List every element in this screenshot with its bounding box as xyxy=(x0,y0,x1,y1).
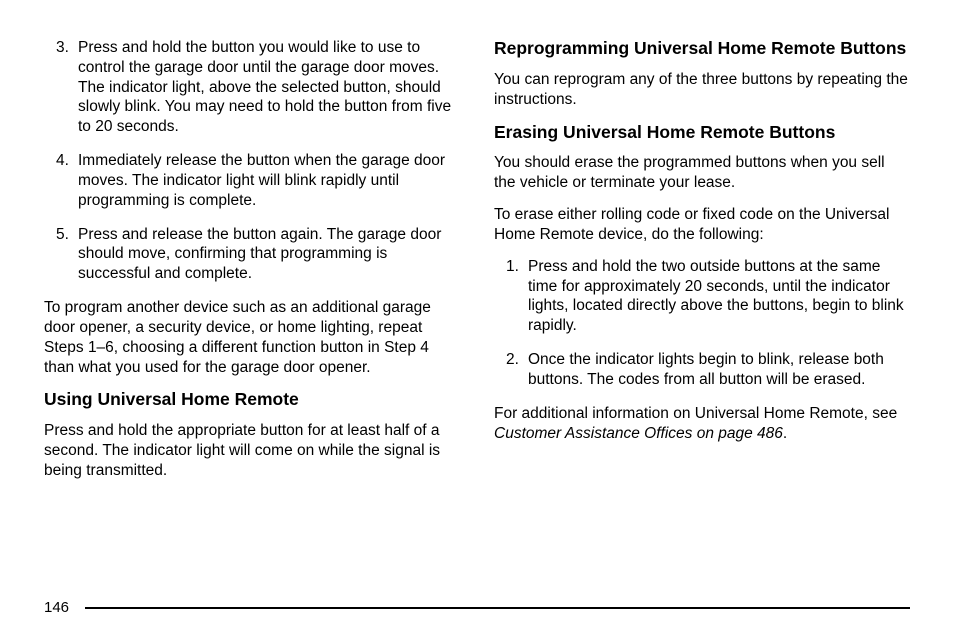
additional-info-paragraph: For additional information on Universal … xyxy=(494,404,910,444)
left-column: 3. Press and hold the button you would l… xyxy=(44,38,460,591)
list-text: Once the indicator lights begin to blink… xyxy=(528,351,884,388)
list-number: 5. xyxy=(56,225,69,245)
list-number: 1. xyxy=(506,257,519,277)
erasing-paragraph-2: To erase either rolling code or fixed co… xyxy=(494,205,910,245)
reprogramming-paragraph: You can reprogram any of the three butto… xyxy=(494,70,910,110)
page-number: 146 xyxy=(44,599,85,616)
list-text: Immediately release the button when the … xyxy=(78,152,445,209)
right-column: Reprogramming Universal Home Remote Butt… xyxy=(494,38,910,591)
heading-erasing: Erasing Universal Home Remote Buttons xyxy=(494,122,910,144)
programming-steps-list: 3. Press and hold the button you would l… xyxy=(44,38,460,284)
footer-rule xyxy=(85,607,910,609)
heading-reprogramming: Reprogramming Universal Home Remote Butt… xyxy=(494,38,910,60)
additional-info-reference: Customer Assistance Offices on page 486 xyxy=(494,425,783,442)
program-another-paragraph: To program another device such as an add… xyxy=(44,298,460,377)
list-text: Press and hold the two outside buttons a… xyxy=(528,258,904,334)
additional-info-text-b: . xyxy=(783,425,787,442)
additional-info-text-a: For additional information on Universal … xyxy=(494,405,897,422)
list-number: 3. xyxy=(56,38,69,58)
list-item: 3. Press and hold the button you would l… xyxy=(78,38,460,137)
list-number: 2. xyxy=(506,350,519,370)
list-text: Press and release the button again. The … xyxy=(78,226,441,283)
list-item: 2. Once the indicator lights begin to bl… xyxy=(528,350,910,390)
page-footer: 146 xyxy=(44,591,910,616)
erasing-paragraph-1: You should erase the programmed buttons … xyxy=(494,153,910,193)
page-columns: 3. Press and hold the button you would l… xyxy=(44,38,910,591)
list-number: 4. xyxy=(56,151,69,171)
erasing-steps-list: 1. Press and hold the two outside button… xyxy=(494,257,910,390)
using-remote-paragraph: Press and hold the appropriate button fo… xyxy=(44,421,460,480)
list-text: Press and hold the button you would like… xyxy=(78,39,451,135)
list-item: 5. Press and release the button again. T… xyxy=(78,225,460,284)
list-item: 1. Press and hold the two outside button… xyxy=(528,257,910,336)
list-item: 4. Immediately release the button when t… xyxy=(78,151,460,210)
heading-using-remote: Using Universal Home Remote xyxy=(44,389,460,411)
